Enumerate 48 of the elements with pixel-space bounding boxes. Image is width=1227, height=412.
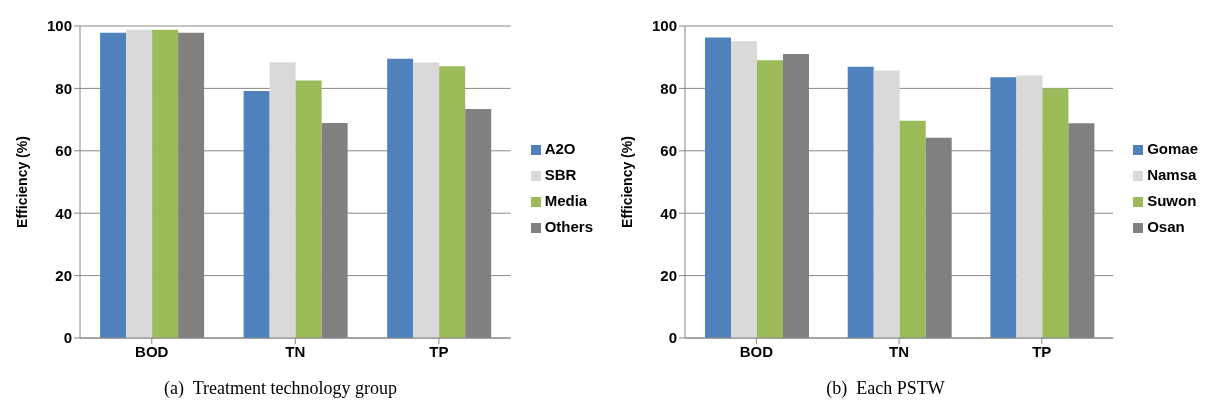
y-tick-label: 20 xyxy=(55,266,72,284)
y-tick-label: 60 xyxy=(660,142,677,160)
x-tick-label: TP xyxy=(429,342,449,360)
x-tick-label: TN xyxy=(285,342,306,360)
legend-label: SBR xyxy=(544,166,577,183)
x-tick-label: TN xyxy=(889,342,910,360)
bar xyxy=(100,32,127,338)
bar xyxy=(295,80,322,338)
bar xyxy=(704,37,731,338)
bar xyxy=(269,62,296,338)
y-tick-label: 80 xyxy=(660,79,677,97)
bar xyxy=(387,58,414,338)
legend-label: Namsa xyxy=(1147,166,1197,183)
y-tick-label: 40 xyxy=(660,204,677,222)
bar xyxy=(152,29,179,338)
legend-label: Others xyxy=(544,218,593,235)
bar xyxy=(1042,88,1069,338)
bar xyxy=(243,90,270,338)
bar xyxy=(730,41,757,338)
legend-label: A2O xyxy=(544,140,576,157)
text: (b) Each PSTW xyxy=(825,378,946,399)
y-tick-label: 60 xyxy=(55,142,72,160)
bar xyxy=(990,77,1017,338)
x-tick-label: BOD xyxy=(739,342,774,360)
bar xyxy=(847,66,874,338)
y-tick-label: 40 xyxy=(55,204,72,222)
legend-label: Media xyxy=(544,192,588,209)
y-axis-title: Efficiency (%) xyxy=(618,136,635,228)
bar xyxy=(873,70,900,338)
bar xyxy=(1016,75,1043,338)
y-tick-label: 100 xyxy=(651,17,677,35)
text: (a) Treatment technology group xyxy=(163,378,398,399)
y-tick-label: 0 xyxy=(63,329,72,347)
bar xyxy=(413,62,440,338)
bar xyxy=(126,29,153,338)
y-axis-title: Efficiency (%) xyxy=(13,136,30,228)
legend-label: Suwon xyxy=(1147,192,1197,209)
legend-label: Osan xyxy=(1147,218,1185,235)
y-tick-label: 80 xyxy=(55,79,72,97)
bar xyxy=(439,66,466,338)
y-tick-label: 100 xyxy=(46,17,72,35)
legend-label: Gomae xyxy=(1147,140,1198,157)
bar xyxy=(756,60,783,338)
y-tick-label: 0 xyxy=(668,329,677,347)
y-tick-label: 20 xyxy=(660,266,677,284)
x-tick-label: BOD xyxy=(135,342,169,360)
bar xyxy=(899,120,926,338)
x-tick-label: TP xyxy=(1032,342,1052,360)
